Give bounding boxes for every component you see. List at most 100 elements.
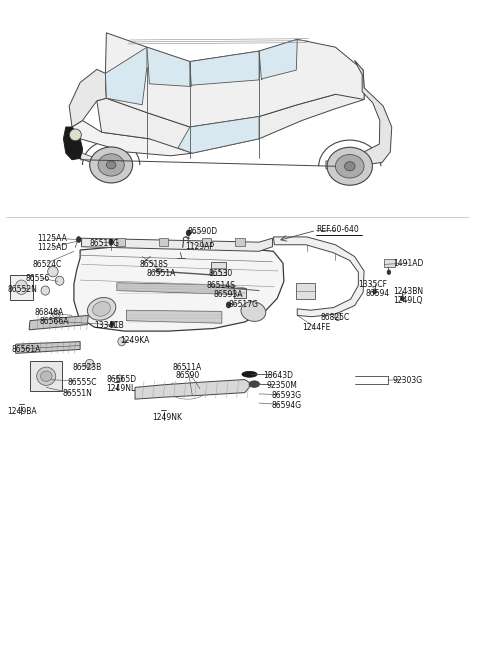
Text: 18643D: 18643D	[263, 371, 293, 380]
Polygon shape	[259, 39, 297, 80]
Circle shape	[387, 270, 390, 274]
Bar	[235, 238, 245, 246]
Text: 86552N: 86552N	[7, 284, 37, 294]
Bar	[234, 288, 246, 298]
Bar	[211, 261, 226, 275]
Ellipse shape	[118, 337, 125, 346]
Text: 86551A: 86551A	[147, 269, 176, 278]
Ellipse shape	[87, 298, 116, 320]
Text: 1335CF: 1335CF	[359, 280, 387, 289]
Polygon shape	[274, 237, 364, 317]
Text: 86514S: 86514S	[206, 281, 236, 290]
Ellipse shape	[48, 266, 58, 277]
Ellipse shape	[90, 147, 132, 183]
Text: 86594G: 86594G	[271, 401, 301, 409]
Ellipse shape	[117, 375, 123, 382]
Text: 1129AP: 1129AP	[185, 242, 214, 251]
Ellipse shape	[107, 161, 116, 169]
Polygon shape	[106, 33, 364, 127]
Polygon shape	[190, 51, 259, 87]
Ellipse shape	[41, 286, 49, 295]
Ellipse shape	[36, 367, 56, 386]
Polygon shape	[97, 88, 364, 153]
Polygon shape	[82, 238, 273, 251]
Ellipse shape	[93, 302, 110, 316]
Bar	[30, 361, 62, 392]
Text: 1249NL: 1249NL	[107, 384, 136, 393]
Ellipse shape	[335, 313, 341, 321]
Text: 86566A: 86566A	[39, 317, 69, 327]
Text: 1244FE: 1244FE	[302, 323, 330, 332]
Text: 1125AD: 1125AD	[37, 243, 67, 252]
Text: 1249BA: 1249BA	[7, 407, 37, 416]
Text: 1249LQ: 1249LQ	[393, 296, 422, 305]
Text: REF.60-640: REF.60-640	[316, 225, 359, 233]
Bar	[10, 275, 33, 300]
Text: 1249KA: 1249KA	[120, 336, 149, 345]
Text: 1243BN: 1243BN	[393, 287, 423, 296]
Circle shape	[227, 302, 230, 307]
Polygon shape	[63, 127, 83, 160]
Text: 86590D: 86590D	[188, 227, 217, 236]
Polygon shape	[29, 315, 88, 330]
Bar	[159, 238, 168, 246]
Circle shape	[187, 231, 191, 236]
Text: 86511A: 86511A	[172, 363, 202, 372]
Circle shape	[109, 240, 113, 245]
Text: 92303G: 92303G	[393, 376, 423, 385]
Ellipse shape	[336, 154, 364, 178]
Polygon shape	[326, 160, 364, 169]
Circle shape	[373, 290, 376, 294]
Text: 86590: 86590	[176, 371, 200, 380]
Text: 1249NK: 1249NK	[152, 413, 182, 422]
Text: 86524C: 86524C	[33, 260, 62, 269]
Ellipse shape	[15, 280, 28, 294]
Ellipse shape	[345, 162, 355, 171]
Polygon shape	[106, 47, 147, 104]
Text: 86848A: 86848A	[35, 308, 64, 317]
Circle shape	[77, 237, 81, 242]
Ellipse shape	[55, 276, 64, 285]
Polygon shape	[126, 310, 222, 323]
Circle shape	[401, 296, 404, 300]
Polygon shape	[74, 244, 284, 331]
Ellipse shape	[70, 129, 81, 141]
Ellipse shape	[98, 154, 124, 176]
Polygon shape	[355, 60, 392, 165]
Circle shape	[111, 322, 114, 326]
Text: 86565D: 86565D	[107, 375, 136, 384]
Ellipse shape	[241, 302, 266, 321]
Text: 1491AD: 1491AD	[393, 259, 423, 267]
Polygon shape	[72, 120, 195, 156]
Ellipse shape	[40, 371, 52, 382]
Text: 1125AA: 1125AA	[37, 234, 67, 242]
Ellipse shape	[156, 268, 162, 273]
Text: 86561A: 86561A	[12, 345, 41, 354]
Ellipse shape	[327, 147, 372, 185]
Polygon shape	[147, 47, 190, 87]
Text: 86593A: 86593A	[214, 290, 243, 299]
Polygon shape	[69, 70, 107, 127]
Bar	[110, 321, 116, 327]
Ellipse shape	[242, 371, 257, 377]
Text: 92350M: 92350M	[266, 381, 297, 390]
Ellipse shape	[249, 381, 260, 388]
Text: 86825C: 86825C	[320, 313, 349, 322]
Text: 86551N: 86551N	[62, 390, 92, 398]
Bar	[296, 283, 315, 299]
Polygon shape	[117, 283, 235, 294]
Polygon shape	[16, 342, 80, 353]
Bar	[116, 238, 125, 246]
Polygon shape	[80, 148, 125, 168]
Text: 86530: 86530	[209, 269, 233, 278]
Text: 86518S: 86518S	[140, 260, 168, 269]
Text: 86523B: 86523B	[72, 363, 101, 373]
Polygon shape	[135, 380, 252, 399]
Text: 86555C: 86555C	[67, 378, 97, 387]
Bar	[384, 259, 395, 267]
Text: 86556: 86556	[25, 274, 49, 283]
Bar	[202, 238, 211, 246]
Text: 86593G: 86593G	[271, 391, 301, 399]
Text: 86594: 86594	[365, 288, 389, 298]
Ellipse shape	[52, 310, 60, 318]
